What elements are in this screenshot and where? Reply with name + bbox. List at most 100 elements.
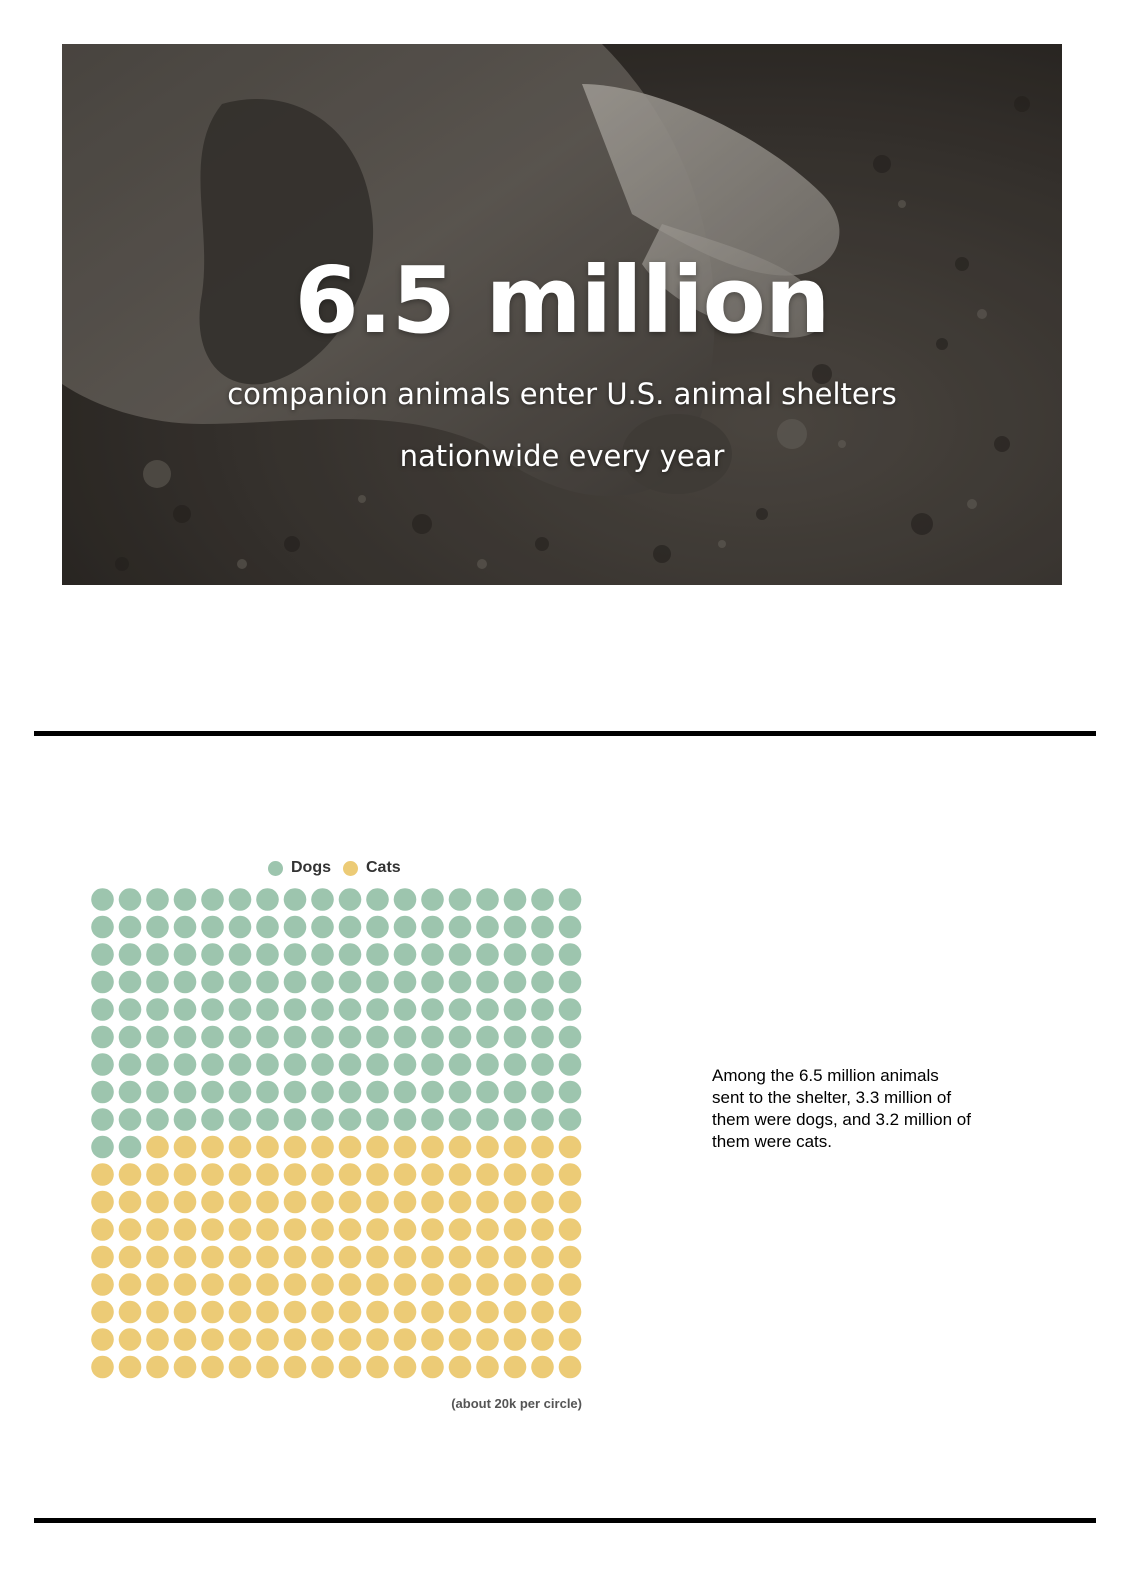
waffle-dot-dogs [503,888,527,911]
waffle-dot-dogs [311,1080,334,1104]
waffle-dot-cats [558,1245,582,1269]
waffle-dot-dogs [393,970,417,994]
waffle-dot-cats [228,1300,252,1324]
waffle-dot-cats [311,1300,334,1324]
waffle-dot-dogs [283,970,307,994]
waffle-dot-cats [338,1163,362,1186]
legend-label-cats: Cats [366,859,401,876]
waffle-dot-dogs [146,1053,169,1076]
waffle-dot-cats [366,1135,389,1159]
waffle-dot-cats [421,1273,444,1296]
waffle-dot-cats [558,1355,582,1379]
waffle-dot-dogs [91,915,114,939]
waffle-dot-cats [256,1190,279,1214]
waffle-dot-cats [448,1163,472,1186]
waffle-dot-dogs [421,1108,444,1131]
waffle-dot-dogs [146,970,169,994]
waffle-dot-dogs [146,998,169,1021]
waffle-dot-dogs [118,888,142,911]
waffle-dot-cats [476,1245,499,1269]
waffle-dot-dogs [173,1080,197,1104]
waffle-dot-dogs [228,943,252,966]
waffle-dot-cats [393,1355,417,1379]
waffle-dot-cats [476,1328,499,1351]
waffle-dot-cats [421,1245,444,1269]
waffle-dot-dogs [228,1080,252,1104]
waffle-dot-cats [146,1245,169,1269]
waffle-dot-cats [476,1300,499,1324]
waffle-dot-dogs [173,888,197,911]
waffle-dot-dogs [173,915,197,939]
waffle-dot-cats [531,1273,554,1296]
waffle-dot-dogs [146,1108,169,1131]
hero-banner: 6.5 million companion animals enter U.S.… [62,44,1062,585]
waffle-dot-dogs [531,1053,554,1076]
divider-bottom [34,1518,1096,1523]
waffle-dot-dogs [256,888,279,911]
waffle-dot-dogs [421,1053,444,1076]
waffle-dot-dogs [448,1053,472,1076]
waffle-dot-cats [448,1300,472,1324]
waffle-dot-dogs [311,970,334,994]
waffle-dot-cats [421,1190,444,1214]
waffle-dot-cats [283,1135,307,1159]
waffle-dot-dogs [228,1053,252,1076]
waffle-dot-cats [256,1218,279,1241]
waffle-dot-cats [146,1300,169,1324]
waffle-dot-cats [146,1328,169,1351]
divider-top [34,731,1096,736]
waffle-dot-dogs [283,1080,307,1104]
waffle-dot-dogs [118,1080,142,1104]
waffle-dot-cats [173,1355,197,1379]
waffle-dot-dogs [118,998,142,1021]
waffle-dot-dogs [476,888,499,911]
waffle-dot-dogs [228,1025,252,1049]
waffle-dot-dogs [91,943,114,966]
waffle-dot-dogs [531,943,554,966]
waffle-dot-cats [146,1163,169,1186]
waffle-dot-cats [338,1328,362,1351]
waffle-dot-dogs [421,998,444,1021]
waffle-dot-cats [173,1328,197,1351]
waffle-dot-cats [503,1273,527,1296]
waffle-dot-cats [421,1218,444,1241]
waffle-dot-cats [91,1163,114,1186]
waffle-dot-cats [201,1135,224,1159]
waffle-dot-dogs [531,915,554,939]
waffle-dot-cats [476,1273,499,1296]
waffle-chart [91,888,582,1379]
waffle-dot-cats [503,1190,527,1214]
waffle-dot-dogs [476,943,499,966]
waffle-dot-cats [228,1355,252,1379]
waffle-dot-cats [146,1273,169,1296]
waffle-dot-dogs [311,998,334,1021]
waffle-dot-cats [201,1328,224,1351]
waffle-dot-cats [201,1218,224,1241]
waffle-dot-dogs [421,1080,444,1104]
waffle-dot-dogs [228,888,252,911]
waffle-dot-dogs [311,888,334,911]
waffle-dot-dogs [338,1108,362,1131]
waffle-dot-dogs [283,1025,307,1049]
waffle-dot-cats [173,1218,197,1241]
waffle-dot-cats [283,1300,307,1324]
waffle-dot-cats [228,1245,252,1269]
waffle-dot-dogs [531,888,554,911]
waffle-dot-cats [311,1190,334,1214]
waffle-dot-cats [503,1300,527,1324]
waffle-dot-cats [173,1300,197,1324]
waffle-dot-cats [146,1355,169,1379]
waffle-dot-dogs [146,888,169,911]
waffle-dot-dogs [558,970,582,994]
waffle-dot-cats [283,1355,307,1379]
waffle-dot-dogs [256,1053,279,1076]
unit-note: (about 20k per circle) [451,1396,582,1411]
headline: 6.5 million [294,247,831,354]
waffle-dot-dogs [283,888,307,911]
waffle-dot-cats [338,1190,362,1214]
waffle-dot-dogs [393,943,417,966]
waffle-dot-dogs [421,970,444,994]
legend-swatch-cats [343,860,358,876]
waffle-dot-cats [448,1135,472,1159]
waffle-dot-cats [91,1190,114,1214]
